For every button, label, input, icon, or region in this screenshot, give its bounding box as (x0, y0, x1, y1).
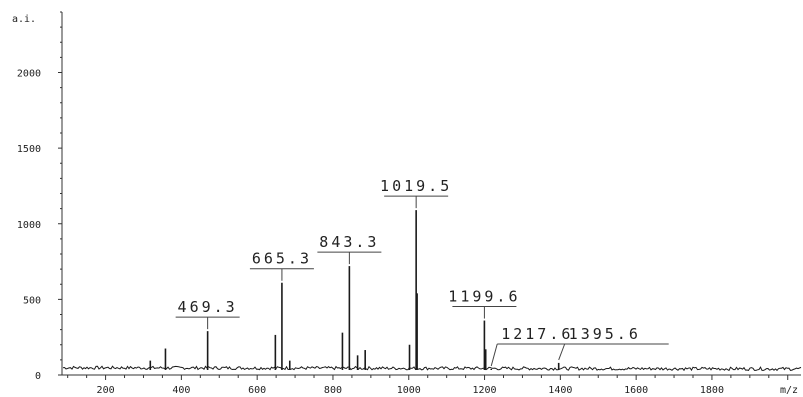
x-tick-label: 1600 (624, 385, 648, 396)
peak-label-connector (558, 343, 566, 361)
y-tick-label: 500 (23, 295, 41, 306)
y-tick-label: 2000 (17, 69, 41, 80)
x-tick-label: 600 (248, 385, 266, 396)
y-tick-label: 1500 (17, 144, 41, 155)
x-tick-label: 200 (97, 385, 115, 396)
peak-label: 1217.6 (501, 325, 573, 343)
peak-label: 843.3 (319, 233, 379, 251)
y-tick-label: 1000 (17, 220, 41, 231)
spectrum-baseline (62, 365, 802, 372)
peak-label: 1199.6 (448, 288, 520, 306)
y-axis-label: a.i. (12, 14, 36, 25)
x-tick-label: 1000 (397, 385, 421, 396)
x-tick-label: 800 (324, 385, 342, 396)
x-tick-label: 1800 (700, 385, 724, 396)
x-axis-label: m/z (780, 385, 798, 396)
peak-label: 1019.5 (380, 177, 452, 195)
spectrum-peaks (149, 210, 560, 370)
x-axis: 200 400 600 800 1000 1200 1400 1600 1800 m/z (62, 374, 801, 396)
x-tick-label: 400 (172, 385, 190, 396)
y-ticks: 0 500 1000 1500 2000 (17, 11, 62, 382)
y-tick-label: 0 (35, 371, 41, 382)
peak-label: 469.3 (178, 298, 238, 316)
y-axis: 0 500 1000 1500 2000 a.i. (12, 11, 63, 382)
x-tick-label: 1200 (473, 385, 497, 396)
x-ticks: 200 400 600 800 1000 1200 1400 1600 1800 (67, 375, 789, 396)
x-tick-label: 1400 (548, 385, 572, 396)
peak-label-connector (490, 343, 498, 367)
peak-label: 665.3 (252, 250, 312, 268)
peak-label: 1395.6 (569, 325, 641, 343)
